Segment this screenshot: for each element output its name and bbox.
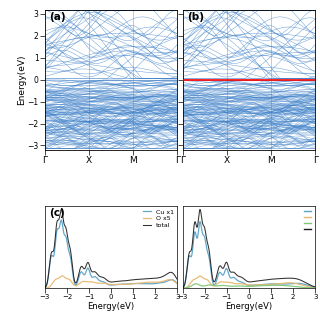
total — [144, 277, 148, 281]
total — [127, 278, 131, 282]
O x5 — [157, 280, 161, 284]
Cu x1 — [157, 281, 161, 285]
Cu x1 — [59, 218, 63, 222]
Legend: Cu x1, O x5, total: Cu x1, O x5, total — [142, 209, 174, 228]
Line: total: total — [45, 209, 177, 288]
Cu x1 — [51, 254, 55, 258]
total — [124, 279, 127, 283]
O x5 — [60, 274, 64, 278]
O x5 — [51, 281, 55, 284]
Text: (b): (b) — [187, 12, 204, 22]
total — [51, 250, 55, 253]
Text: (c): (c) — [49, 208, 65, 218]
X-axis label: Energy(eV): Energy(eV) — [87, 302, 135, 311]
O x5 — [124, 282, 127, 286]
O x5 — [144, 281, 148, 284]
Cu x1 — [127, 282, 131, 286]
Line: O x5: O x5 — [45, 276, 177, 288]
O x5 — [127, 282, 131, 286]
total — [120, 279, 124, 283]
O x5 — [43, 286, 47, 290]
Cu x1 — [43, 286, 47, 290]
Cu x1 — [120, 283, 124, 286]
Cu x1 — [124, 282, 127, 286]
X-axis label: Energy(eV): Energy(eV) — [225, 302, 273, 311]
total — [157, 276, 161, 280]
Y-axis label: Energy(eV): Energy(eV) — [17, 54, 26, 105]
Cu x1 — [144, 282, 148, 286]
O x5 — [120, 282, 124, 286]
total — [43, 286, 47, 290]
total — [60, 207, 63, 211]
Cu x1 — [175, 282, 179, 285]
Legend: , , , : , , , — [304, 208, 312, 233]
Line: Cu x1: Cu x1 — [45, 220, 177, 288]
Text: (a): (a) — [49, 12, 65, 22]
O x5 — [175, 282, 179, 286]
total — [175, 278, 179, 282]
